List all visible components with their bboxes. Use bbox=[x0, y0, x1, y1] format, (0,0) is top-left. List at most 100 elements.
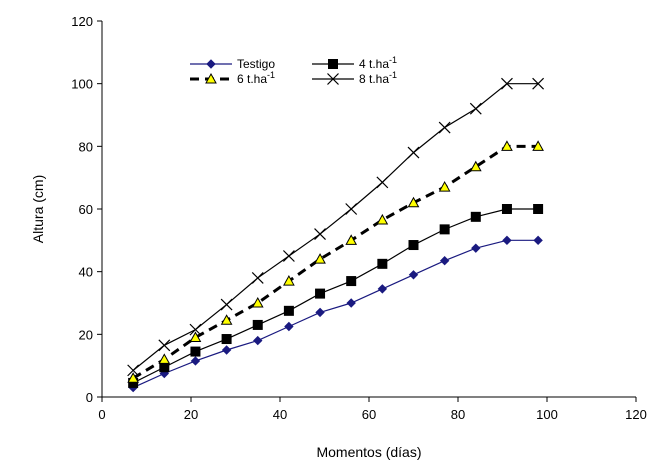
x-tick-label: 0 bbox=[98, 407, 105, 422]
x-stroke bbox=[327, 73, 339, 85]
data-point bbox=[158, 353, 171, 364]
data-point bbox=[438, 181, 451, 192]
data-point bbox=[407, 196, 420, 208]
data-point bbox=[284, 321, 294, 332]
data-point bbox=[532, 77, 545, 90]
data-point bbox=[376, 213, 389, 225]
x-tick-label: 120 bbox=[625, 407, 647, 422]
data-point bbox=[438, 121, 451, 134]
data-point bbox=[408, 240, 419, 251]
data-point bbox=[189, 331, 202, 342]
y-tick-label: 120 bbox=[71, 14, 93, 29]
data-point bbox=[439, 255, 450, 266]
data-point bbox=[470, 211, 481, 222]
data-point bbox=[251, 296, 264, 308]
x-stroke bbox=[376, 176, 389, 189]
data-point bbox=[190, 356, 201, 366]
data-point bbox=[345, 234, 358, 245]
x-axis-title: Momentos (días) bbox=[316, 444, 421, 460]
legend-label: 6 t.ha-1 bbox=[237, 70, 275, 86]
data-point bbox=[158, 339, 171, 352]
x-stroke bbox=[532, 77, 545, 90]
x-stroke bbox=[314, 228, 326, 240]
legend-label: 8 t.ha-1 bbox=[359, 70, 397, 86]
series-line bbox=[132, 83, 539, 371]
legend-item: 6 t.ha-1 bbox=[190, 70, 275, 86]
x-stroke bbox=[282, 250, 295, 262]
y-tick-label: 40 bbox=[79, 265, 93, 280]
legend-label: 4 t.ha-1 bbox=[359, 55, 397, 71]
data-point bbox=[533, 235, 543, 246]
axes: 0 20 40 60 80 100 120 0 20 40 60 80 100 120 bbox=[71, 14, 647, 422]
data-point bbox=[253, 335, 263, 346]
x-stroke bbox=[127, 364, 140, 377]
legend-marker bbox=[206, 59, 216, 69]
x-stroke bbox=[345, 203, 358, 215]
x-stroke bbox=[469, 102, 482, 115]
data-point bbox=[315, 288, 326, 299]
data-point bbox=[501, 77, 513, 90]
series-3 bbox=[127, 140, 544, 383]
legend-label: Testigo bbox=[237, 57, 275, 71]
x-tick-label: 40 bbox=[273, 407, 287, 422]
series-1 bbox=[128, 235, 543, 393]
data-point bbox=[159, 362, 170, 373]
data-point bbox=[346, 276, 357, 287]
y-axis-title: Altura (cm) bbox=[30, 175, 46, 243]
series-line bbox=[132, 144, 539, 380]
legend-marker bbox=[327, 73, 339, 85]
legend-item: 8 t.ha-1 bbox=[312, 70, 397, 86]
x-stroke bbox=[407, 146, 420, 159]
x-stroke bbox=[189, 323, 202, 336]
data-point bbox=[220, 314, 233, 325]
data-point bbox=[282, 250, 295, 262]
data-point bbox=[190, 346, 201, 357]
y-tick-label: 100 bbox=[71, 77, 93, 92]
data-point bbox=[407, 146, 420, 159]
data-point bbox=[345, 203, 358, 215]
series-4 bbox=[127, 77, 545, 377]
x-stroke bbox=[251, 272, 264, 284]
x-stroke bbox=[501, 77, 513, 90]
y-tick-label: 20 bbox=[79, 327, 93, 342]
data-point bbox=[501, 204, 512, 214]
data-point bbox=[315, 307, 325, 318]
data-point bbox=[283, 275, 295, 286]
data-point bbox=[408, 270, 419, 280]
data-point bbox=[127, 372, 139, 383]
data-point bbox=[221, 345, 232, 355]
data-point bbox=[314, 253, 326, 264]
data-point bbox=[220, 298, 233, 311]
x-stroke bbox=[438, 121, 451, 134]
data-point bbox=[469, 102, 482, 115]
x-tick-label: 20 bbox=[184, 407, 198, 422]
x-tick-label: 100 bbox=[536, 407, 558, 422]
series-layer bbox=[127, 77, 545, 393]
legend-marker bbox=[328, 59, 338, 69]
data-point bbox=[533, 204, 544, 214]
data-point bbox=[189, 323, 202, 336]
y-tick-label: 0 bbox=[86, 390, 93, 405]
x-ticks: 0 20 40 60 80 100 120 bbox=[98, 397, 647, 422]
data-point bbox=[127, 364, 140, 377]
data-point bbox=[346, 298, 356, 308]
legend-item: 4 t.ha-1 bbox=[312, 55, 397, 71]
data-point bbox=[377, 284, 388, 294]
data-point bbox=[252, 319, 263, 330]
y-tick-label: 80 bbox=[79, 139, 93, 154]
series-line bbox=[132, 208, 539, 384]
data-point bbox=[501, 140, 513, 151]
data-point bbox=[502, 235, 512, 246]
legend-marker bbox=[205, 72, 217, 84]
series-line bbox=[132, 239, 539, 389]
x-stroke bbox=[220, 298, 233, 311]
data-point bbox=[532, 140, 544, 151]
y-ticks: 0 20 40 60 80 100 120 bbox=[71, 14, 102, 405]
series-2 bbox=[128, 204, 544, 388]
data-point bbox=[376, 176, 389, 189]
legend: Testigo 4 t.ha-1 6 t.ha-1 8 t.ha-1 bbox=[190, 55, 397, 86]
data-point bbox=[377, 258, 388, 269]
data-point bbox=[283, 305, 294, 316]
x-tick-label: 60 bbox=[362, 407, 376, 422]
